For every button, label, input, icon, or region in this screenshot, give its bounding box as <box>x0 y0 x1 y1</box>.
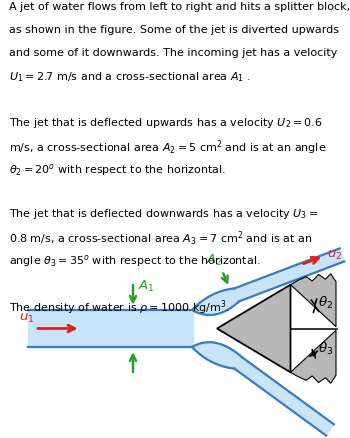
Text: The density of water is $\rho =1000$ kg/m$^3$.: The density of water is $\rho =1000$ kg/… <box>9 298 230 317</box>
Polygon shape <box>193 288 239 315</box>
Text: $A_2$: $A_2$ <box>206 253 223 268</box>
Text: $\theta_2$: $\theta_2$ <box>318 295 334 311</box>
Text: $A_1$: $A_1$ <box>138 279 154 293</box>
Text: $u_2$: $u_2$ <box>327 249 342 262</box>
Text: m/s, a cross-sectional area $A_2 = 5$ cm$^2$ and is at an angle: m/s, a cross-sectional area $A_2 = 5$ cm… <box>9 139 326 157</box>
Text: $U_1 = 2.7$ m/s and a cross-sectional area $A_1$ .: $U_1 = 2.7$ m/s and a cross-sectional ar… <box>9 71 251 85</box>
Polygon shape <box>290 274 336 327</box>
Text: $u_1$: $u_1$ <box>19 311 35 325</box>
Text: A jet of water flows from left to right and hits a splitter block,: A jet of water flows from left to right … <box>9 2 350 12</box>
Text: $\theta_2 = 20^o$ with respect to the horizontal.: $\theta_2 = 20^o$ with respect to the ho… <box>9 162 226 178</box>
Text: angle $\theta_3 = 35^o$ with respect to the horizontal.: angle $\theta_3 = 35^o$ with respect to … <box>9 253 260 269</box>
Text: as shown in the figure. Some of the jet is diverted upwards: as shown in the figure. Some of the jet … <box>9 25 339 35</box>
Text: $\theta_3$: $\theta_3$ <box>318 341 334 357</box>
Polygon shape <box>290 330 336 383</box>
Text: The jet that is deflected upwards has a velocity $U_2 = 0.6$: The jet that is deflected upwards has a … <box>9 116 323 130</box>
Polygon shape <box>234 357 334 436</box>
Polygon shape <box>193 342 242 369</box>
Text: and some of it downwards. The incoming jet has a velocity: and some of it downwards. The incoming j… <box>9 48 337 58</box>
Polygon shape <box>234 248 344 301</box>
Polygon shape <box>217 285 290 372</box>
Text: 0.8 m/s, a cross-sectional area $A_3 = 7$ cm$^2$ and is at an: 0.8 m/s, a cross-sectional area $A_3 = 7… <box>9 230 312 248</box>
Text: The jet that is deflected downwards has a velocity $U_3 =$: The jet that is deflected downwards has … <box>9 207 318 221</box>
